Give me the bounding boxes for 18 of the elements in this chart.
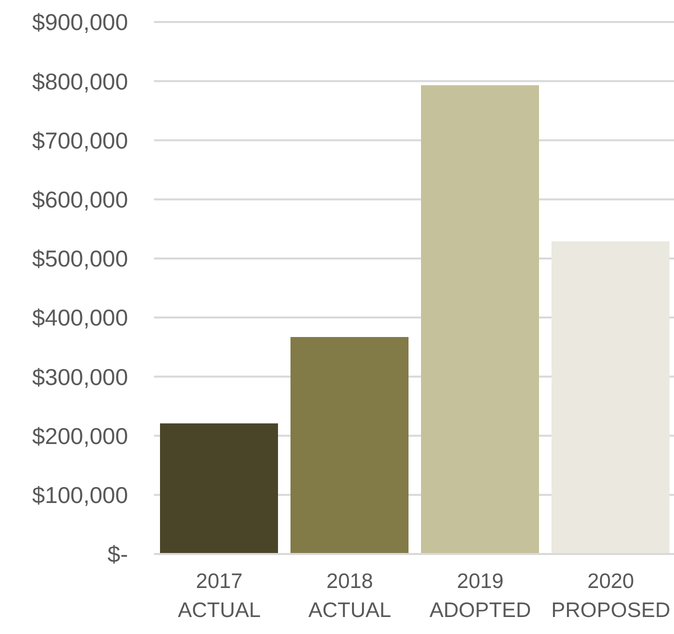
x-tick-label: 2018 ACTUAL xyxy=(308,570,392,622)
y-tick-label: $700,000 xyxy=(32,127,128,154)
y-tick-label: $100,000 xyxy=(32,482,128,508)
bar xyxy=(552,241,670,554)
y-tick-label: $400,000 xyxy=(32,304,128,331)
y-tick-label: $- xyxy=(108,541,128,568)
bar xyxy=(421,85,539,554)
x-tick-label: 2020 PROPOSED xyxy=(551,570,670,622)
y-tick-label: $300,000 xyxy=(32,364,128,390)
y-tick-label: $900,000 xyxy=(32,9,128,36)
y-tick-label: $500,000 xyxy=(32,246,128,272)
bar xyxy=(160,423,278,554)
y-tick-label: $600,000 xyxy=(32,186,128,212)
y-tick-label: $800,000 xyxy=(32,68,128,94)
x-tick-label: 2017 ACTUAL xyxy=(178,570,261,622)
x-tick-label: 2019 ADOPTED xyxy=(429,570,532,622)
y-tick-label: $200,000 xyxy=(32,422,128,449)
bar xyxy=(290,337,408,554)
